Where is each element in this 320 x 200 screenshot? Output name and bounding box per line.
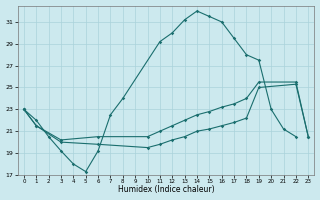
X-axis label: Humidex (Indice chaleur): Humidex (Indice chaleur): [118, 185, 214, 194]
